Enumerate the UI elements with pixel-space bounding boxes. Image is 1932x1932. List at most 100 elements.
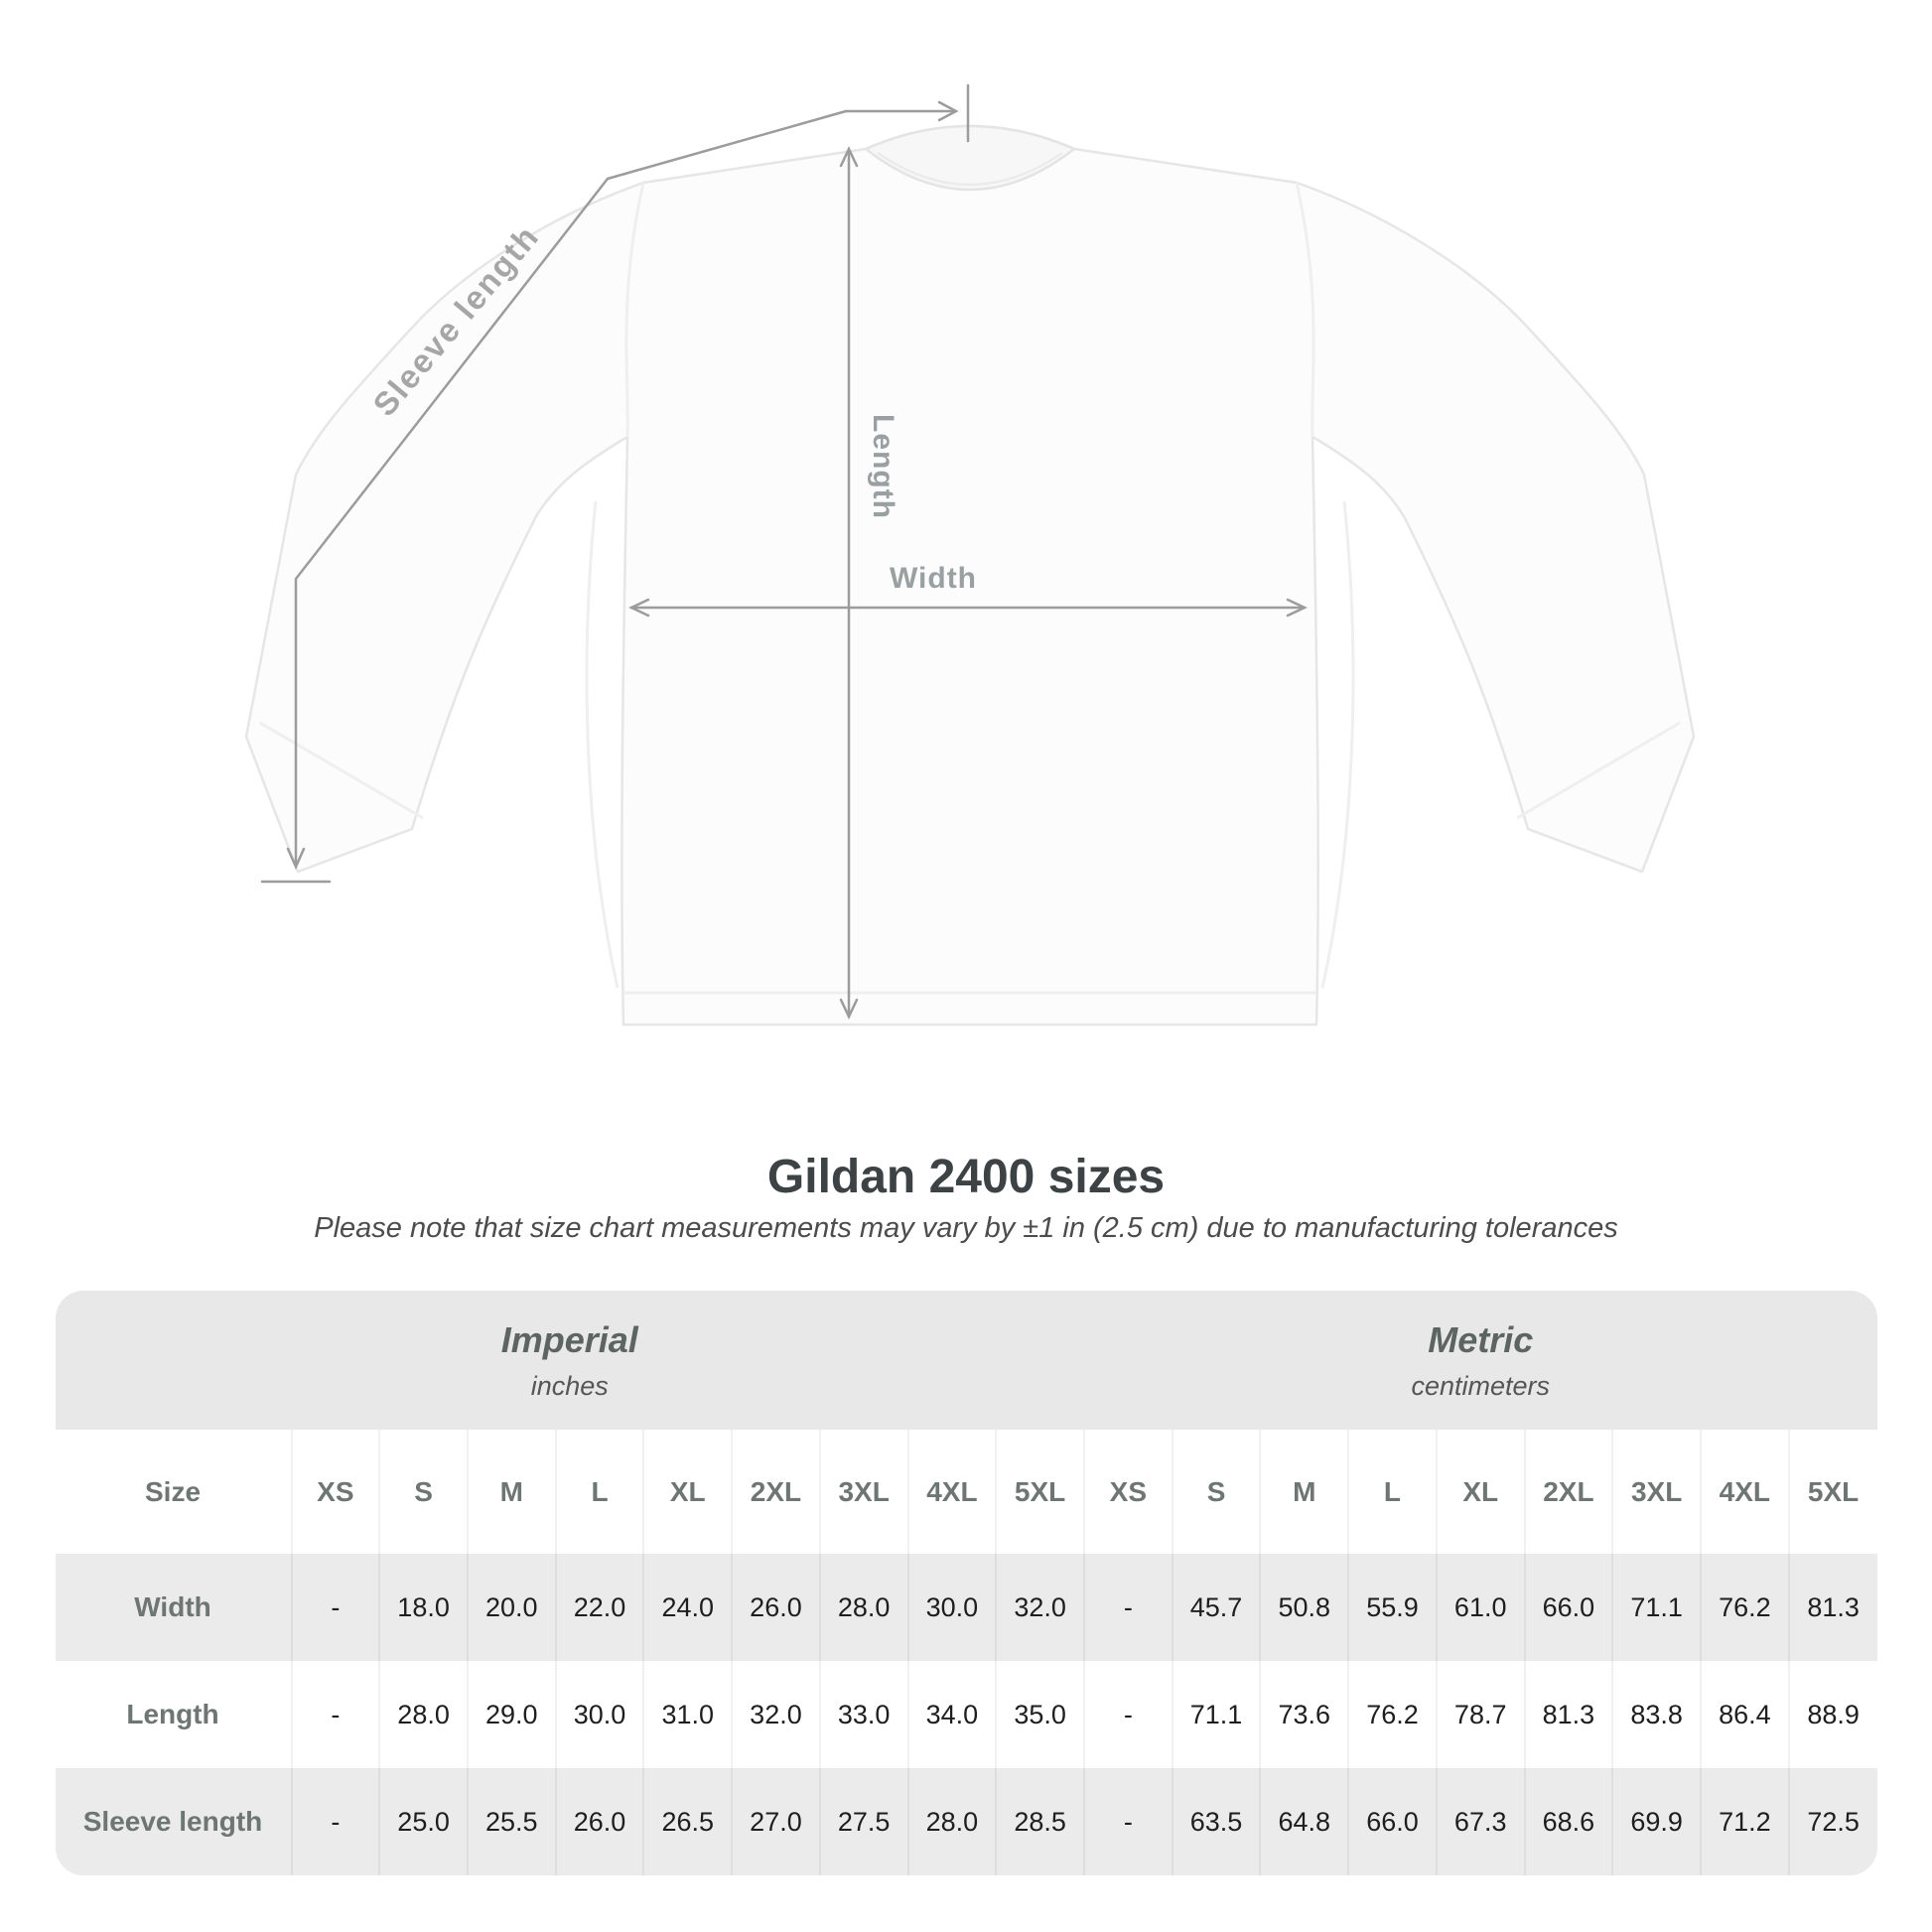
measurement-cell: 71.1 bbox=[1171, 1661, 1261, 1768]
measurement-cell: 50.8 bbox=[1259, 1554, 1349, 1661]
measurement-cell: 25.0 bbox=[378, 1768, 468, 1875]
measurement-cell: 68.6 bbox=[1523, 1768, 1613, 1875]
measurement-cell: 27.0 bbox=[731, 1768, 820, 1875]
shirt-seams bbox=[259, 182, 1681, 995]
measurement-cell: 28.5 bbox=[995, 1768, 1084, 1875]
page-title: Gildan 2400 sizes bbox=[766, 1151, 1166, 1203]
measurement-cell: 83.8 bbox=[1611, 1661, 1701, 1768]
row-label: Width bbox=[55, 1554, 292, 1661]
size-header-cell: L bbox=[1347, 1430, 1437, 1554]
measurement-cell: 26.5 bbox=[642, 1768, 733, 1875]
measurement-cell: 27.5 bbox=[818, 1768, 908, 1875]
measurement-cell: 34.0 bbox=[906, 1661, 997, 1768]
measurement-cell: - bbox=[1082, 1768, 1173, 1875]
size-header-cell: 3XL bbox=[818, 1430, 908, 1554]
table-row-length: Length - 28.0 29.0 30.0 31.0 32.0 33.0 3… bbox=[55, 1661, 1877, 1768]
measurement-cell: 78.7 bbox=[1435, 1661, 1525, 1768]
measurement-cell: 71.1 bbox=[1611, 1554, 1701, 1661]
measurement-cell: 63.5 bbox=[1171, 1768, 1261, 1875]
shirt-collar-seam bbox=[877, 151, 1063, 187]
size-header-cell: 3XL bbox=[1611, 1430, 1701, 1554]
size-header-cell: M bbox=[466, 1430, 556, 1554]
measurement-cell: - bbox=[1082, 1554, 1173, 1661]
imperial-sublabel: inches bbox=[530, 1370, 609, 1401]
measurement-cell: 28.0 bbox=[378, 1661, 468, 1768]
width-label: Width bbox=[890, 562, 977, 595]
size-header-cell: 5XL bbox=[1787, 1430, 1877, 1554]
measurement-cell: 24.0 bbox=[642, 1554, 733, 1661]
measurement-cell: 72.5 bbox=[1787, 1768, 1877, 1875]
measurement-cell: 28.0 bbox=[906, 1768, 997, 1875]
measurement-cell: 86.4 bbox=[1700, 1661, 1789, 1768]
measurement-cell: - bbox=[290, 1554, 380, 1661]
measurement-cell: 30.0 bbox=[906, 1554, 997, 1661]
size-header-cell: L bbox=[554, 1430, 644, 1554]
measurement-cell: 61.0 bbox=[1435, 1554, 1525, 1661]
sleeve-length-line bbox=[260, 83, 970, 884]
size-column-header: Size bbox=[55, 1430, 292, 1554]
group-header-metric: Metric centimeters bbox=[1083, 1291, 1877, 1430]
row-label: Sleeve length bbox=[55, 1768, 292, 1875]
size-chart: Imperial inches Metric centimeters Size … bbox=[55, 1291, 1877, 1875]
measurement-cell: 22.0 bbox=[554, 1554, 644, 1661]
size-chart-table: Imperial inches Metric centimeters Size … bbox=[55, 1291, 1877, 1875]
measurement-cell: - bbox=[1082, 1661, 1173, 1768]
measurement-cell: 76.2 bbox=[1347, 1661, 1437, 1768]
size-header-cell: 2XL bbox=[731, 1430, 820, 1554]
measurement-cell: 28.0 bbox=[818, 1554, 908, 1661]
measurement-cell: 81.3 bbox=[1523, 1661, 1613, 1768]
measurement-cell: 66.0 bbox=[1523, 1554, 1613, 1661]
measurement-cell: 33.0 bbox=[818, 1661, 908, 1768]
size-header-cell: XS bbox=[290, 1430, 380, 1554]
shirt-body bbox=[244, 124, 1696, 1027]
measurement-cell: 76.2 bbox=[1700, 1554, 1789, 1661]
measurement-cell: 25.5 bbox=[466, 1768, 556, 1875]
measurement-cell: 67.3 bbox=[1435, 1768, 1525, 1875]
metric-sublabel: centimeters bbox=[1411, 1370, 1551, 1401]
size-header-cell: S bbox=[378, 1430, 468, 1554]
group-header-imperial: Imperial inches bbox=[55, 1291, 1084, 1430]
metric-label: Metric bbox=[1428, 1318, 1534, 1360]
measurement-cell: 64.8 bbox=[1259, 1768, 1349, 1875]
measurement-cell: 18.0 bbox=[378, 1554, 468, 1661]
table-row-width: Width - 18.0 20.0 22.0 24.0 26.0 28.0 30… bbox=[55, 1554, 1877, 1661]
length-arrow bbox=[839, 146, 859, 1020]
measurement-cell: 29.0 bbox=[466, 1661, 556, 1768]
shirt-measurement-diagram: Sleeve length Length Width bbox=[244, 83, 1696, 1027]
measurement-cell: 66.0 bbox=[1347, 1768, 1437, 1875]
size-header-cell: S bbox=[1171, 1430, 1261, 1554]
size-header-cell: XL bbox=[1435, 1430, 1525, 1554]
measurement-cell: 88.9 bbox=[1787, 1661, 1877, 1768]
measurement-cell: 55.9 bbox=[1347, 1554, 1437, 1661]
page-subtitle: Please note that size chart measurements… bbox=[314, 1212, 1618, 1244]
measurement-cell: 26.0 bbox=[554, 1768, 644, 1875]
measurement-cell: 26.0 bbox=[731, 1554, 820, 1661]
size-header-cell: M bbox=[1259, 1430, 1349, 1554]
measurement-cell: 35.0 bbox=[995, 1661, 1084, 1768]
size-header-cell: 5XL bbox=[995, 1430, 1084, 1554]
size-header-cell: 4XL bbox=[1700, 1430, 1789, 1554]
measurement-cell: 71.2 bbox=[1700, 1768, 1789, 1875]
width-arrow bbox=[628, 598, 1308, 618]
measurement-cell: - bbox=[290, 1661, 380, 1768]
shirt-diagram-svg: Sleeve length Length Width bbox=[244, 83, 1696, 1027]
measurement-cell: 20.0 bbox=[466, 1554, 556, 1661]
measurement-cell: 30.0 bbox=[554, 1661, 644, 1768]
measurement-cell: 31.0 bbox=[642, 1661, 733, 1768]
measurement-cell: 73.6 bbox=[1259, 1661, 1349, 1768]
unit-group-row: Imperial inches Metric centimeters bbox=[55, 1291, 1877, 1430]
title-block: Gildan 2400 sizes Please note that size … bbox=[0, 1152, 1932, 1245]
length-label: Length bbox=[867, 414, 899, 519]
size-header-cell: 4XL bbox=[906, 1430, 997, 1554]
row-label: Length bbox=[55, 1661, 292, 1768]
measurement-cell: 32.0 bbox=[995, 1554, 1084, 1661]
size-header-row: Size XS S M L XL 2XL 3XL 4XL 5XL XS S M … bbox=[55, 1430, 1877, 1554]
size-header-cell: XL bbox=[642, 1430, 733, 1554]
measurement-cell: 81.3 bbox=[1787, 1554, 1877, 1661]
measurement-cell: - bbox=[290, 1768, 380, 1875]
size-header-cell: 2XL bbox=[1523, 1430, 1613, 1554]
size-header-cell: XS bbox=[1082, 1430, 1173, 1554]
table-row-sleeve-length: Sleeve length - 25.0 25.5 26.0 26.5 27.0… bbox=[55, 1768, 1877, 1875]
measurement-cell: 45.7 bbox=[1171, 1554, 1261, 1661]
measurement-cell: 69.9 bbox=[1611, 1768, 1701, 1875]
